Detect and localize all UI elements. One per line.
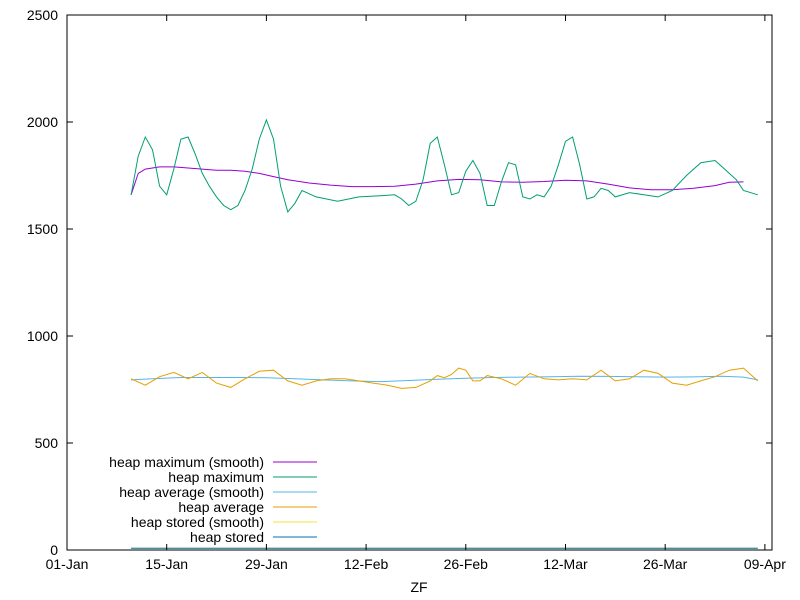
legend-label: heap average (smooth) [119,484,264,500]
plot-frame [66,14,773,551]
y-tick-label: 1000 [27,328,58,344]
y-tick-label: 2000 [27,114,58,130]
legend-label: heap stored [190,529,264,545]
series-line-0 [130,166,744,195]
series-line-1 [130,118,758,213]
series-layer [130,118,759,549]
x-axis-title: ZF [410,579,427,595]
y-axis-tick-labels: 0 500 1000 1500 2000 2500 [27,7,58,558]
axis-ticks [66,14,772,551]
legend-label: heap average [178,499,264,515]
y-tick-label: 2500 [27,7,58,23]
x-tick-label: 15-Jan [145,556,188,572]
y-tick-label: 1500 [27,221,58,237]
x-tick-label: 26-Mar [643,556,688,572]
x-tick-label: 29-Jan [245,556,288,572]
x-tick-label: 01-Jan [46,556,89,572]
legend-label: heap stored (smooth) [131,514,264,530]
x-axis-tick-labels: 01-Jan 15-Jan 29-Jan 12-Feb 26-Feb 12-Mar 26-M… [46,556,787,572]
x-tick-label: 12-Feb [344,556,389,572]
x-tick-label: 12-Mar [543,556,588,572]
legend-label: heap maximum [168,469,264,485]
x-tick-label: 09-Apr [744,556,786,572]
y-tick-label: 0 [50,542,58,558]
x-tick-label: 26-Feb [444,556,489,572]
y-tick-label: 500 [35,435,59,451]
series-line-2 [131,375,758,383]
series-line-3 [130,367,759,389]
legend-label: heap maximum (smooth) [109,454,264,470]
